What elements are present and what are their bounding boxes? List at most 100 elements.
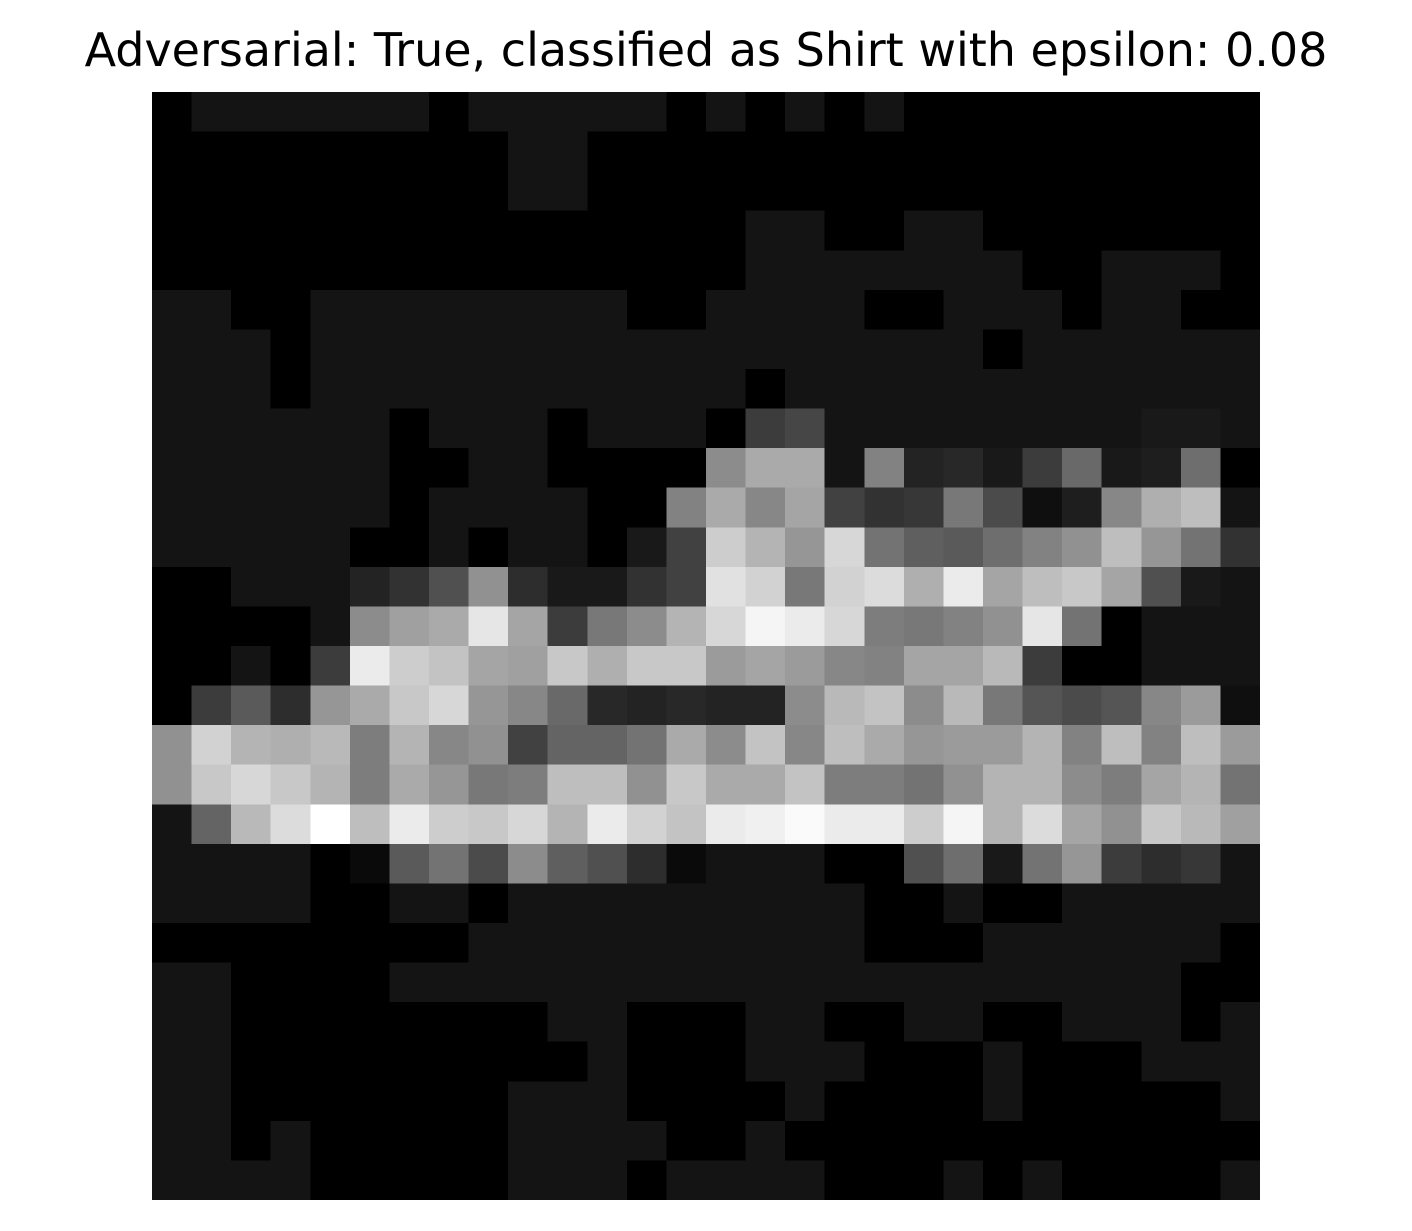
pixel-cell (547, 804, 589, 845)
pixel-cell (1062, 1002, 1103, 1043)
pixel-cell (1141, 250, 1182, 291)
pixel-cell (547, 289, 589, 331)
pixel-cell (508, 1120, 549, 1162)
pixel-cell (824, 606, 866, 647)
pixel-cell (1101, 250, 1143, 291)
pixel-cell (626, 1081, 668, 1122)
pixel-cell (349, 685, 391, 726)
pixel-cell (270, 804, 312, 845)
pixel-cell (943, 131, 984, 172)
pixel-cell (1141, 804, 1182, 845)
pixel-cell (864, 606, 905, 647)
pixel-cell (310, 725, 351, 766)
pixel-cell (191, 250, 232, 291)
pixel-cell (349, 131, 391, 172)
pixel-cell (547, 1002, 589, 1043)
pixel-cell (943, 210, 984, 252)
pixel-cell (1141, 289, 1182, 331)
pixel-cell (1141, 1002, 1182, 1043)
pixel-cell (270, 1120, 312, 1162)
pixel-cell (152, 566, 193, 608)
pixel-cell (429, 1041, 470, 1083)
pixel-cell (152, 804, 193, 845)
pixel-cell (824, 1160, 866, 1200)
pixel-cell (745, 1041, 786, 1083)
pixel-cell (666, 725, 707, 766)
pixel-cell (1220, 487, 1260, 529)
pixel-cell (587, 883, 628, 924)
pixel-cell (547, 1160, 589, 1200)
pixel-cell (1022, 408, 1063, 449)
pixel-cell (745, 171, 786, 212)
pixel-cell (706, 646, 747, 687)
pixel-cell (903, 606, 945, 647)
pixel-cell (706, 685, 747, 726)
pixel-cell (389, 171, 430, 212)
pixel-cell (468, 1041, 509, 1083)
pixel-cell (666, 1120, 707, 1162)
pixel-cell (1062, 1041, 1103, 1083)
pixel-cell (1180, 329, 1222, 370)
pixel-cell (785, 131, 826, 172)
pixel-cell (547, 92, 589, 133)
pixel-cell (666, 843, 707, 885)
pixel-cell (270, 250, 312, 291)
pixel-cell (547, 329, 589, 370)
pixel-cell (1180, 843, 1222, 885)
pixel-cell (1022, 764, 1063, 806)
pixel-cell (1180, 369, 1222, 410)
pixel-cell (1180, 408, 1222, 449)
pixel-cell (745, 250, 786, 291)
pixel-cell (1101, 804, 1143, 845)
adversarial-image (152, 92, 1260, 1200)
pixel-cell (389, 843, 430, 885)
pixel-cell (152, 1041, 193, 1083)
pixel-cell (270, 764, 312, 806)
pixel-cell (943, 1041, 984, 1083)
pixel-cell (1180, 131, 1222, 172)
pixel-cell (943, 804, 984, 845)
pixel-cell (745, 92, 786, 133)
pixel-cell (626, 210, 668, 252)
pixel-cell (903, 923, 945, 964)
pixel-cell (666, 1160, 707, 1200)
pixel-cell (943, 1081, 984, 1122)
pixel-cell (1220, 527, 1260, 568)
pixel-cell (903, 1120, 945, 1162)
pixel-cell (270, 92, 312, 133)
pixel-cell (587, 1160, 628, 1200)
pixel-cell (785, 487, 826, 529)
pixel-cell (231, 1160, 272, 1200)
pixel-cell (1101, 962, 1143, 1003)
pixel-cell (429, 210, 470, 252)
pixel-cell (389, 725, 430, 766)
pixel-cell (429, 250, 470, 291)
pixel-cell (429, 131, 470, 172)
pixel-cell (943, 764, 984, 806)
pixel-cell (152, 448, 193, 489)
pixel-cell (1180, 646, 1222, 687)
pixel-cell (310, 764, 351, 806)
pixel-cell (508, 764, 549, 806)
pixel-cell (1062, 329, 1103, 370)
pixel-cell (824, 289, 866, 331)
pixel-cell (231, 685, 272, 726)
pixel-cell (943, 725, 984, 766)
pixel-cell (547, 566, 589, 608)
pixel-cell (349, 764, 391, 806)
pixel-cell (1101, 329, 1143, 370)
pixel-cell (1101, 1120, 1143, 1162)
pixel-cell (231, 923, 272, 964)
pixel-cell (785, 289, 826, 331)
pixel-cell (231, 369, 272, 410)
pixel-cell (666, 329, 707, 370)
pixel-cell (864, 685, 905, 726)
pixel-cell (745, 1120, 786, 1162)
pixel-cell (191, 487, 232, 529)
pixel-cell (508, 92, 549, 133)
pixel-cell (864, 1081, 905, 1122)
pixel-cell (231, 646, 272, 687)
pixel-cell (547, 250, 589, 291)
pixel-cell (1022, 289, 1063, 331)
pixel-cell (903, 566, 945, 608)
